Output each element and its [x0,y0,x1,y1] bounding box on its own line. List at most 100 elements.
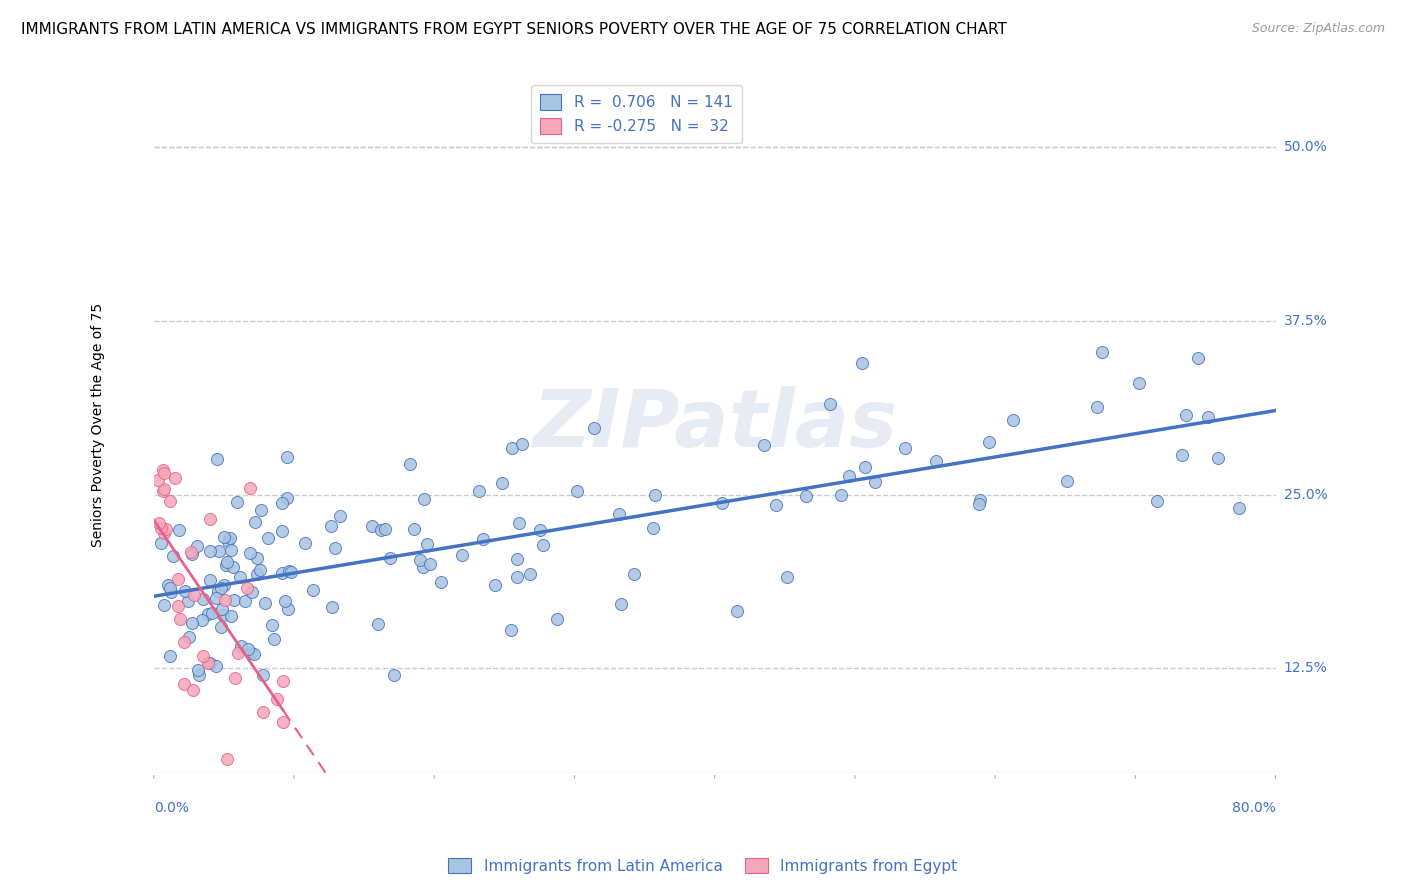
Point [180,615,202,630]
Point [180,544,202,558]
Point [233,594,256,608]
Point [153,482,176,496]
Point [205,591,228,605]
Point [215,558,238,572]
Point [416,537,439,551]
Point [754,438,776,452]
Point [200,512,222,526]
Point [214,593,236,607]
Point [155,522,177,536]
Point [198,544,221,558]
Point [969,492,991,507]
Point [239,546,262,560]
Point [380,551,402,566]
Point [276,491,298,505]
Point [252,668,274,682]
Point [374,522,396,536]
Point [167,572,190,586]
Point [329,508,352,523]
Point [925,454,948,468]
Point [181,547,204,561]
Point [226,494,249,508]
Point [222,593,245,607]
Point [776,569,799,583]
Point [501,623,523,637]
Point [217,556,239,570]
Point [367,617,389,632]
Point [1128,376,1150,391]
Point [169,612,191,626]
Point [765,498,787,512]
Point [506,570,529,584]
Point [1206,450,1229,465]
Point [1146,493,1168,508]
Point [851,356,873,370]
Point [510,436,533,450]
Point [209,620,232,634]
Point [153,466,176,480]
Point [236,582,259,596]
Point [1002,413,1025,427]
Point [209,581,232,595]
Point [1187,351,1209,366]
Point [173,583,195,598]
Point [191,613,214,627]
Point [156,578,179,592]
Legend: Immigrants from Latin America, Immigrants from Egypt: Immigrants from Latin America, Immigrant… [443,852,963,880]
Point [226,647,249,661]
Point [271,674,294,689]
Point [239,481,262,495]
Point [501,441,523,455]
Point [159,493,181,508]
Point [200,606,222,620]
Point [863,475,886,489]
Point [211,602,233,616]
Point [159,649,181,664]
Point [838,469,860,483]
Point [276,450,298,465]
Point [794,489,817,503]
Point [491,476,513,491]
Point [249,563,271,577]
Point [321,600,343,615]
Point [582,420,605,434]
Point [163,471,186,485]
Point [262,617,284,632]
Point [266,692,288,706]
Point [1056,474,1078,488]
Point [818,396,841,410]
Point [472,532,495,546]
Point [150,536,173,550]
Point [565,483,588,498]
Point [148,516,170,530]
Text: Source: ZipAtlas.com: Source: ZipAtlas.com [1251,22,1385,36]
Point [610,597,633,611]
Point [197,607,219,622]
Point [382,668,405,682]
Point [412,559,434,574]
Point [146,473,169,487]
Point [531,538,554,552]
Text: 37.5%: 37.5% [1284,314,1327,327]
Point [217,752,239,766]
Text: 0.0%: 0.0% [153,800,188,814]
Text: ZIPatlas: ZIPatlas [531,386,897,464]
Point [294,535,316,549]
Text: IMMIGRANTS FROM LATIN AMERICA VS IMMIGRANTS FROM EGYPT SENIORS POVERTY OVER THE : IMMIGRANTS FROM LATIN AMERICA VS IMMIGRA… [21,22,1007,37]
Point [360,519,382,533]
Point [1091,344,1114,359]
Point [280,565,302,579]
Point [893,441,915,455]
Point [205,451,228,466]
Point [200,656,222,670]
Point [212,530,235,544]
Point [468,484,491,499]
Point [370,523,392,537]
Point [160,585,183,599]
Point [224,671,246,685]
Point [167,599,190,613]
Point [198,573,221,587]
Point [212,608,235,623]
Point [484,577,506,591]
Point [205,659,228,673]
